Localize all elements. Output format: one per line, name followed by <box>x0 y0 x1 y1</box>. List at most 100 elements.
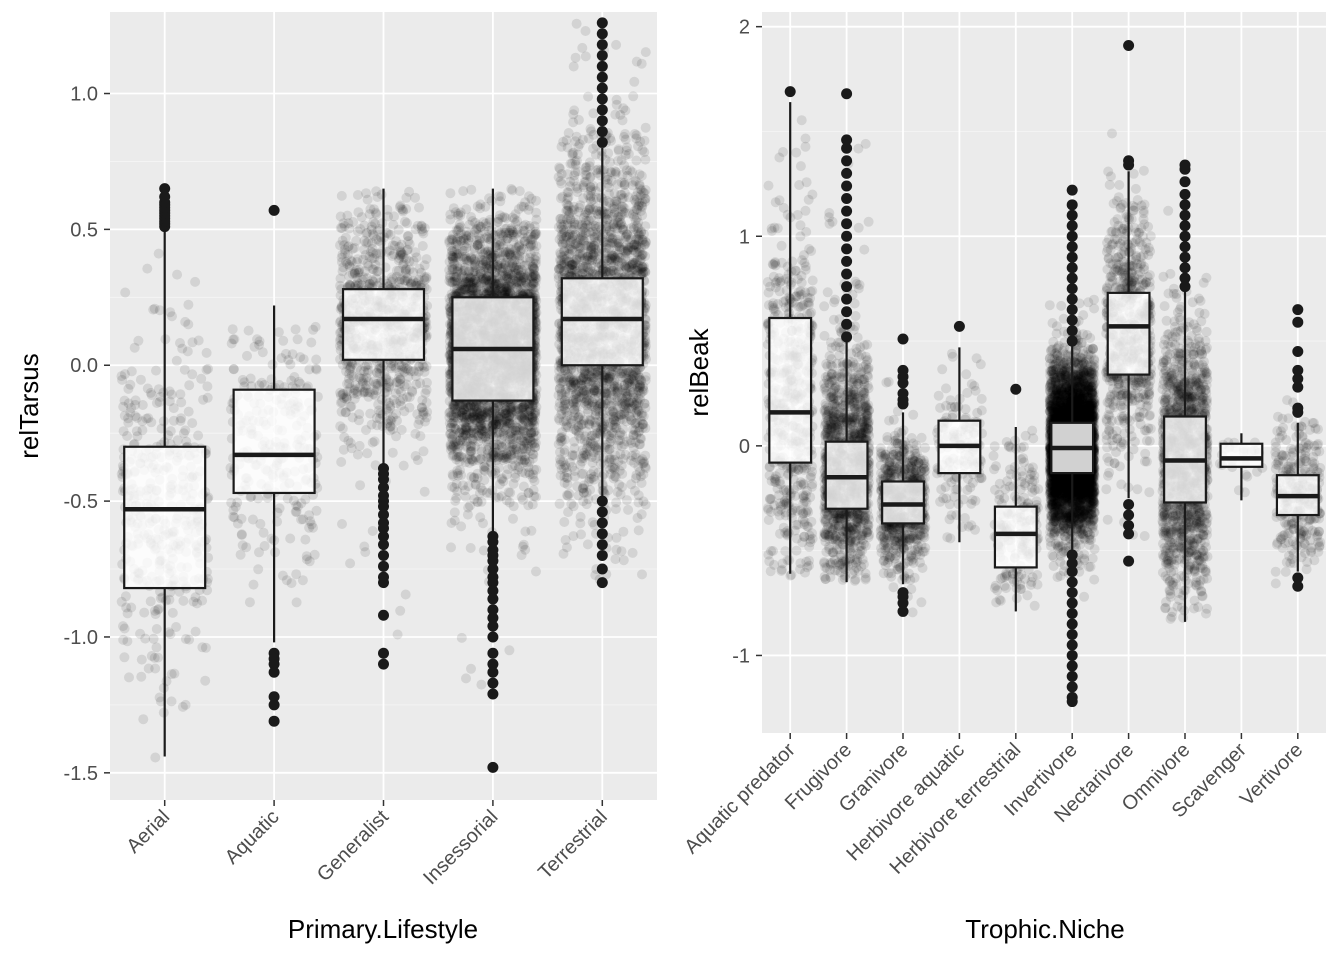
jitter-point <box>153 248 164 259</box>
jitter-point <box>304 364 315 375</box>
jitter-point <box>456 521 467 532</box>
jitter-point <box>137 425 148 436</box>
jitter-point <box>456 632 467 643</box>
jitter-point <box>179 364 190 375</box>
jitter-point <box>202 381 213 392</box>
jitter-point <box>497 230 508 241</box>
jitter-point <box>130 411 141 422</box>
jitter-point <box>306 337 317 348</box>
jitter-point <box>154 397 165 407</box>
jitter-point <box>342 378 353 389</box>
jitter-point <box>362 258 373 269</box>
jitter-point <box>148 304 159 315</box>
jitter-point <box>336 457 347 467</box>
jitter-point <box>531 228 542 239</box>
jitter-point <box>481 283 492 294</box>
jitter-point <box>117 374 128 385</box>
jitter-point <box>196 373 207 384</box>
jitter-point <box>359 541 370 552</box>
jitter-point <box>242 350 252 361</box>
jitter-point <box>528 427 539 438</box>
jitter-point <box>254 336 265 347</box>
jitter-point <box>454 451 465 462</box>
jitter-point <box>285 359 296 370</box>
jitter-point <box>458 186 469 197</box>
jitter-point <box>531 207 542 218</box>
jitter-point <box>371 367 382 378</box>
jitter-point <box>258 527 269 538</box>
jitter-point <box>178 428 189 439</box>
jitter-point <box>512 276 523 287</box>
jitter-point <box>392 629 403 640</box>
jitter-point <box>463 230 474 241</box>
jitter-point <box>465 543 476 553</box>
jitter-point <box>368 276 379 287</box>
jitter-point <box>363 376 374 387</box>
jitter-point <box>135 628 146 639</box>
jitter-point <box>373 266 384 277</box>
jitter-point <box>530 258 541 269</box>
jitter-point <box>421 273 432 284</box>
jitter-point <box>369 436 380 447</box>
jitter-point <box>458 277 469 288</box>
jitter-point <box>504 645 515 656</box>
jitter-point <box>201 347 212 358</box>
jitter-point <box>150 609 161 620</box>
jitter-point <box>228 334 239 345</box>
jitter-point <box>155 391 166 402</box>
jitter-point <box>503 487 514 498</box>
jitter-point <box>237 374 248 385</box>
jitter-point <box>413 419 424 430</box>
jitter-point <box>166 696 177 707</box>
jitter-point <box>153 652 163 663</box>
jitter-point <box>446 542 456 553</box>
jitter-point <box>623 504 634 515</box>
jitter-point <box>149 652 160 663</box>
jitter-point <box>362 227 373 238</box>
jitter-point <box>479 233 490 244</box>
jitter-point <box>119 369 130 380</box>
jitter-point <box>184 380 195 391</box>
jitter-point <box>465 286 475 296</box>
jitter-point <box>151 398 162 408</box>
jitter-point <box>121 602 132 613</box>
jitter-point <box>296 514 307 525</box>
jitter-point <box>123 383 134 394</box>
jitter-point <box>151 624 162 634</box>
jitter-point <box>129 342 140 353</box>
jitter-point <box>336 252 347 263</box>
jitter-point <box>177 343 188 354</box>
jitter-point <box>285 533 296 544</box>
jitter-point <box>118 401 129 412</box>
jitter-point <box>139 607 150 618</box>
jitter-point <box>527 449 538 460</box>
jitter-point <box>458 480 468 491</box>
jitter-point <box>446 518 457 528</box>
jitter-point <box>516 492 527 503</box>
jitter-point <box>153 603 164 614</box>
jitter-point <box>417 241 428 251</box>
jitter-point <box>486 195 497 206</box>
jitter-point <box>448 256 458 267</box>
jitter-point <box>462 509 473 520</box>
jitter-point <box>362 367 373 378</box>
jitter-point <box>243 325 254 336</box>
jitter-point <box>169 668 180 679</box>
jitter-point <box>346 443 357 454</box>
jitter-point <box>388 274 398 285</box>
jitter-point <box>401 204 412 214</box>
jitter-point <box>292 334 303 345</box>
jitter-point <box>395 605 406 616</box>
jitter-point <box>150 752 161 763</box>
jitter-point <box>177 701 188 712</box>
jitter-point <box>451 492 462 503</box>
jitter-point <box>180 316 191 327</box>
jitter-point <box>197 595 208 606</box>
jitter-point <box>244 597 255 608</box>
jitter-point <box>182 346 193 357</box>
jitter-point <box>527 277 538 288</box>
jitter-point <box>392 415 402 426</box>
jitter-point <box>343 241 353 252</box>
jitter-point <box>143 663 154 674</box>
jitter-point <box>158 387 169 398</box>
